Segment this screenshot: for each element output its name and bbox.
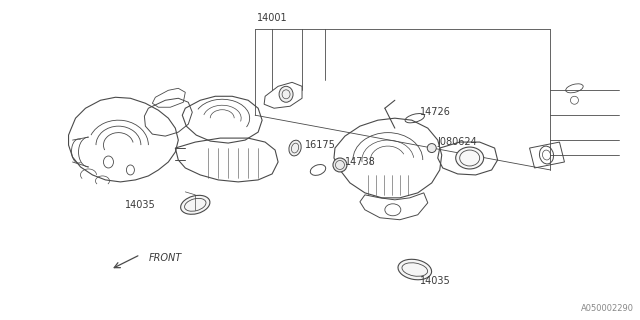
Ellipse shape: [398, 259, 431, 280]
Ellipse shape: [456, 147, 484, 169]
Text: 14001: 14001: [257, 12, 287, 23]
Text: 14726: 14726: [420, 107, 451, 117]
Text: 16175: 16175: [305, 140, 336, 150]
Ellipse shape: [180, 195, 210, 214]
Text: 14738: 14738: [345, 157, 376, 167]
Ellipse shape: [428, 144, 436, 153]
Text: FRONT: FRONT: [148, 252, 182, 263]
Text: 14035: 14035: [125, 200, 156, 210]
Ellipse shape: [289, 140, 301, 156]
Text: 14035: 14035: [420, 276, 451, 286]
Text: J080624: J080624: [438, 137, 477, 147]
Text: A050002290: A050002290: [581, 304, 634, 313]
Ellipse shape: [333, 158, 347, 172]
Ellipse shape: [279, 86, 293, 102]
